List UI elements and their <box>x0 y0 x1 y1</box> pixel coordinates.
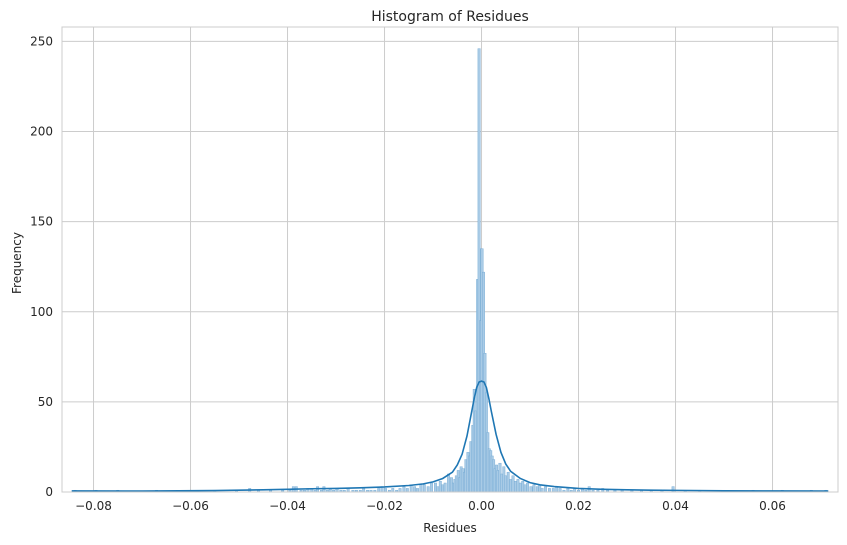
histogram-bar <box>558 488 562 493</box>
histogram-bar <box>398 488 402 493</box>
histogram-bar <box>521 480 525 493</box>
histogram-bar <box>548 488 551 493</box>
histogram-bar <box>405 488 409 493</box>
histogram-bar <box>532 484 536 493</box>
histogram-bar <box>413 486 417 493</box>
histogram-bar <box>436 486 440 493</box>
histogram-bar <box>416 488 419 493</box>
y-tick-label: 100 <box>30 305 53 319</box>
x-tick-label: −0.06 <box>172 499 209 513</box>
plot-frame <box>61 26 839 493</box>
x-tick-labels: −0.08 −0.06 −0.04 −0.02 0.00 0.02 0.04 0.06 <box>75 499 786 513</box>
grid-layer <box>62 27 838 493</box>
histogram-bar <box>544 486 547 493</box>
x-tick-label: 0.04 <box>662 499 689 513</box>
x-tick-label: 0.06 <box>759 499 786 513</box>
histogram-bar <box>504 475 508 493</box>
histogram-bar <box>526 482 530 493</box>
x-tick-label: −0.08 <box>75 499 112 513</box>
y-tick-label: 0 <box>45 485 53 499</box>
y-tick-label: 50 <box>38 395 53 409</box>
y-tick-labels: 0 50 100 150 200 250 <box>30 34 53 499</box>
histogram-bar <box>419 484 423 493</box>
histogram-bar <box>516 479 520 493</box>
histogram-bar <box>441 484 445 493</box>
histogram-bar <box>391 488 395 493</box>
histogram-bar <box>384 488 387 493</box>
y-tick-label: 250 <box>30 34 53 48</box>
x-tick-label: −0.04 <box>269 499 306 513</box>
bars-layer <box>73 48 828 493</box>
histogram-bar <box>511 475 515 493</box>
histogram-bar <box>438 480 442 493</box>
histogram-bar <box>434 482 437 493</box>
y-tick-label: 150 <box>30 215 53 229</box>
chart-title: Histogram of Residues <box>371 9 529 25</box>
y-axis-title: Frequency <box>10 232 24 294</box>
histogram-bar <box>540 488 544 493</box>
histogram-bar <box>518 482 522 493</box>
histogram-bar <box>529 486 533 493</box>
histogram-bar <box>506 471 510 493</box>
x-tick-label: 0.00 <box>468 499 495 513</box>
histogram-bar <box>422 484 426 493</box>
histogram-bar <box>671 486 675 493</box>
histogram-bar <box>523 484 527 493</box>
kde-curve <box>71 380 829 492</box>
histogram-bar <box>538 484 542 493</box>
histogram-bar <box>443 482 447 493</box>
x-tick-label: 0.02 <box>565 499 592 513</box>
x-axis-title: Residues <box>423 521 477 535</box>
histogram-bar <box>566 488 570 493</box>
histogram-bar <box>377 488 381 493</box>
kde-layer <box>71 380 829 492</box>
x-tick-label: −0.02 <box>366 499 403 513</box>
histogram-bar <box>509 479 513 493</box>
histogram-bar <box>402 486 406 493</box>
y-tick-label: 200 <box>30 125 53 139</box>
histogram-bar <box>447 473 450 493</box>
histogram-bar <box>362 488 366 493</box>
histogram-bar <box>535 486 539 493</box>
histogram-bar <box>514 480 517 493</box>
histogram-bar <box>430 482 433 493</box>
histogram-bar <box>551 488 555 493</box>
histogram-bar <box>426 486 430 493</box>
